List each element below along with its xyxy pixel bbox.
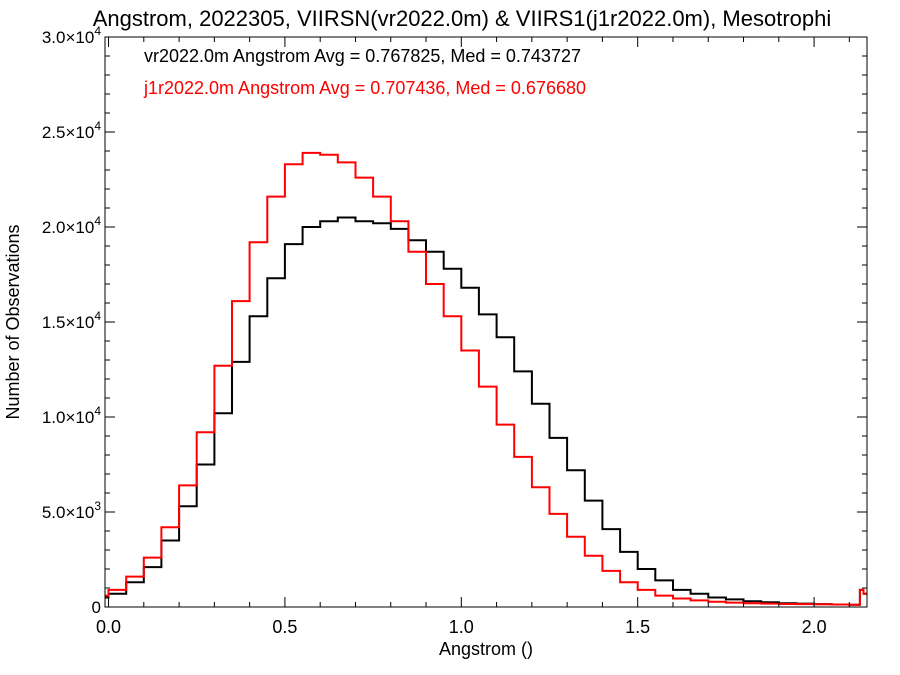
y-tick-label: 1.5×104 bbox=[42, 309, 101, 332]
y-tick-label: 0 bbox=[92, 598, 101, 617]
y-ticks: 0 5.0×103 1.0×104 1.5×104 2.0×104 2.5×104 3.0×… bbox=[42, 24, 867, 617]
y-axis-label: Number of Observations bbox=[3, 224, 23, 419]
y-tick-label: 1.0×104 bbox=[42, 404, 101, 427]
annotation-black: vr2022.0m Angstrom Avg = 0.767825, Med =… bbox=[144, 46, 581, 66]
series-line-0 bbox=[105, 216, 867, 606]
y-tick-label: 2.5×104 bbox=[42, 119, 101, 142]
annotation-red: j1r2022.0m Angstrom Avg = 0.707436, Med … bbox=[143, 78, 586, 98]
x-ticks: 0.0 0.5 1.0 1.5 2.0 bbox=[96, 37, 850, 637]
x-tick-label: 0.0 bbox=[96, 617, 121, 637]
y-tick-label: 5.0×103 bbox=[42, 499, 101, 522]
plot-frame bbox=[104, 36, 868, 608]
x-tick-label: 1.0 bbox=[449, 617, 474, 637]
x-tick-label: 1.5 bbox=[625, 617, 650, 637]
chart-title: Angstrom, 2022305, VIIRSN(vr2022.0m) & V… bbox=[93, 6, 832, 31]
x-tick-label: 0.5 bbox=[272, 617, 297, 637]
x-axis-label: Angstrom () bbox=[439, 639, 533, 659]
x-tick-label: 2.0 bbox=[802, 617, 827, 637]
y-tick-label: 3.0×104 bbox=[42, 24, 101, 47]
y-tick-label: 2.0×104 bbox=[42, 214, 101, 237]
series-line-1 bbox=[105, 151, 867, 606]
series-lines bbox=[105, 151, 867, 606]
